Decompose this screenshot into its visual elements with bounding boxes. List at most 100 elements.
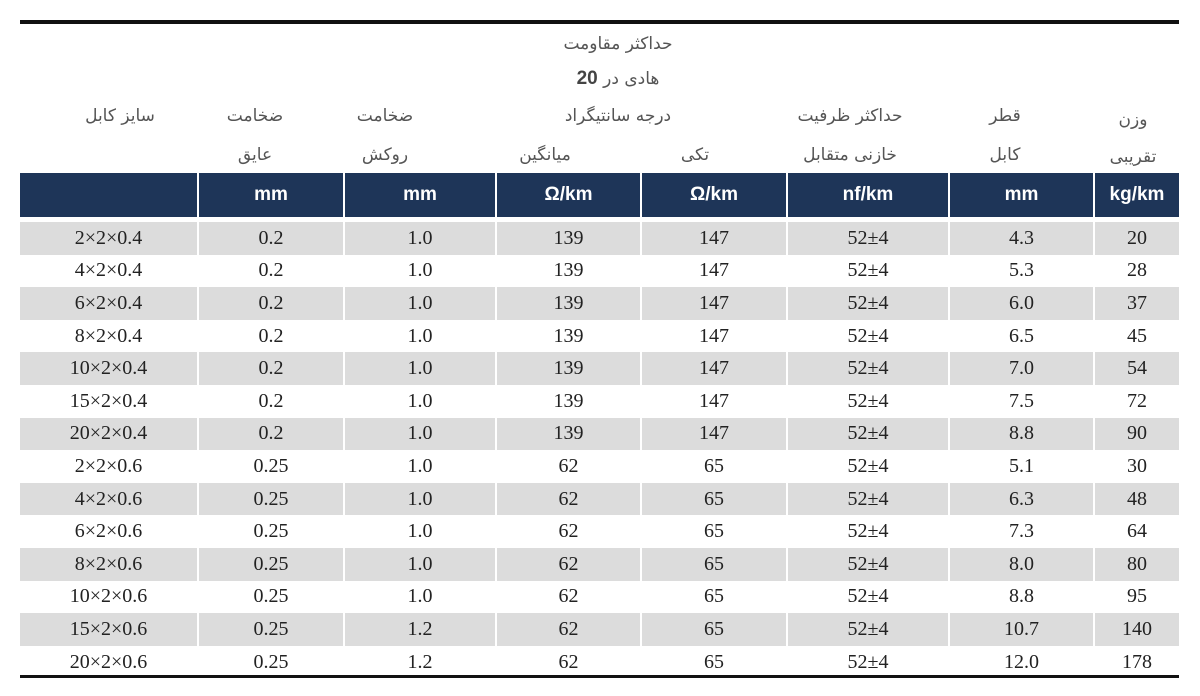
cell-resistance-avg: 139: [495, 254, 640, 288]
cell-size: 10×2×0.4: [20, 352, 197, 385]
cell-insulation: 0.25: [197, 515, 343, 548]
cell-capacitance: 52±4: [786, 645, 948, 679]
cell-insulation: 0.25: [197, 580, 343, 614]
unit-size: [20, 173, 197, 217]
header-sheath-line1: ضخامت: [356, 106, 414, 126]
cell-size: 20×2×0.6: [69, 650, 148, 673]
header-single: تکی: [680, 145, 710, 165]
cell-capacitance: 52±4: [786, 547, 948, 581]
cell-insulation: 0.2: [197, 417, 343, 451]
cell-diameter: 5.3: [948, 254, 1093, 288]
table-row: 10×2×0.6 0.25 1.0 62 65 52±4 8.8 95: [20, 580, 1179, 614]
cell-resistance-single: 65: [640, 613, 786, 646]
cell-resistance-single: 65: [640, 547, 786, 581]
cell-weight: 45: [1093, 319, 1179, 353]
cell-weight: 28: [1093, 254, 1179, 288]
cell-insulation: 0.2: [197, 254, 343, 288]
cell-insulation: 0.2: [197, 384, 343, 418]
cell-resistance-single: 147: [640, 319, 786, 353]
cell-diameter: 10.7: [948, 613, 1093, 646]
cell-capacitance: 52±4: [786, 450, 948, 483]
cell-size: 20×2×0.4: [20, 417, 197, 451]
cell-insulation: 0.25: [197, 450, 343, 483]
cell-diameter: 7.0: [948, 352, 1093, 385]
cell-capacitance: 52±4: [786, 580, 948, 614]
cell-resistance-avg: 62: [495, 515, 640, 548]
table-row: 4×2×0.4 0.2 1.0 139 147 52±4 5.3 28: [20, 254, 1179, 288]
cell-capacitance: 52±4: [786, 352, 948, 385]
table-row: 8×2×0.4 0.2 1.0 139 147 52±4 6.5 45: [20, 319, 1179, 353]
cell-capacitance: 52±4: [786, 222, 948, 255]
cell-weight: 37: [1093, 287, 1179, 320]
cell-insulation: 0.2: [197, 222, 343, 255]
cell-resistance-single: 147: [640, 352, 786, 385]
cell-resistance-single: 65: [640, 580, 786, 614]
units-bar: mm mm Ω/km Ω/km nf/km mm kg/km: [20, 173, 1179, 217]
cell-resistance-avg: 139: [495, 352, 640, 385]
cell-diameter: 4.3: [948, 222, 1093, 255]
header-insulation-line1: ضخامت: [226, 106, 284, 126]
cell-capacitance: 52±4: [786, 319, 948, 353]
cell-size: 6×2×0.4: [20, 287, 197, 320]
unit-resistance-avg: Ω/km: [495, 173, 640, 217]
cell-insulation: 0.2: [197, 287, 343, 320]
unit-resistance-single: Ω/km: [640, 173, 786, 217]
cell-sheath: 1.0: [343, 352, 495, 385]
cell-weight: 54: [1093, 352, 1179, 385]
table-row: 10×2×0.4 0.2 1.0 139 147 52±4 7.0 54: [20, 352, 1179, 385]
table-row: 20×2×0.4 0.2 1.0 139 147 52±4 8.8 90: [20, 417, 1179, 451]
unit-diameter: mm: [948, 173, 1093, 217]
header-average: میانگین: [519, 145, 571, 165]
cell-weight: 95: [1093, 580, 1179, 614]
cell-sheath: 1.2: [343, 613, 495, 646]
cell-sheath: 1.0: [343, 319, 495, 353]
header-diameter-line1: قطر: [989, 106, 1021, 126]
table-row: 2×2×0.6 0.25 1.0 62 65 52±4 5.1 30: [20, 450, 1179, 483]
cell-capacitance: 52±4: [786, 254, 948, 288]
cell-resistance-single: 147: [640, 384, 786, 418]
header-size: سایز کابل: [85, 106, 155, 126]
cell-sheath: 1.0: [343, 222, 495, 255]
cell-diameter: 7.5: [948, 384, 1093, 418]
cell-capacitance: 52±4: [786, 613, 948, 646]
top-rule: [20, 20, 1179, 24]
cell-sheath: 1.0: [343, 287, 495, 320]
unit-sheath: mm: [343, 173, 495, 217]
header-resistance-line1: حداکثر مقاومت: [563, 34, 673, 54]
header-resistance-line2-text: هادی در: [603, 69, 660, 89]
cell-capacitance: 52±4: [786, 515, 948, 548]
cell-resistance-avg: 62: [495, 450, 640, 483]
header-sheath-line2: روکش: [361, 145, 409, 165]
table-row: 4×2×0.6 0.25 1.0 62 65 52±4 6.3 48: [20, 482, 1179, 516]
cell-sheath: 1.2: [343, 645, 495, 679]
cell-resistance-avg: 62: [495, 580, 640, 614]
table-row: 15×2×0.6 0.25 1.2 62 65 52±4 10.7 140: [20, 613, 1179, 646]
cell-sheath: 1.0: [343, 482, 495, 516]
cell-size: 8×2×0.4: [74, 324, 143, 347]
table-row: 6×2×0.6 0.25 1.0 62 65 52±4 7.3 64: [20, 515, 1179, 548]
cell-sheath: 1.0: [343, 384, 495, 418]
header-resistance-temp: 20: [576, 68, 598, 89]
cell-resistance-avg: 62: [495, 645, 640, 679]
cell-weight: 64: [1093, 515, 1179, 548]
cell-resistance-single: 65: [640, 450, 786, 483]
cell-weight: 30: [1093, 450, 1179, 483]
header-insulation-line2: عایق: [237, 145, 273, 165]
cell-sheath: 1.0: [343, 580, 495, 614]
header-weight-line2: تقریبی: [1109, 147, 1157, 167]
cell-size: 4×2×0.4: [74, 259, 143, 282]
cell-resistance-single: 65: [640, 482, 786, 516]
cell-capacitance: 52±4: [786, 417, 948, 451]
cell-size: 8×2×0.6: [20, 547, 197, 581]
cell-size: 2×2×0.4: [20, 222, 197, 255]
cell-resistance-avg: 62: [495, 613, 640, 646]
cell-insulation: 0.25: [197, 547, 343, 581]
cell-size: 10×2×0.6: [69, 585, 148, 608]
cell-sheath: 1.0: [343, 417, 495, 451]
cell-resistance-avg: 62: [495, 547, 640, 581]
cell-sheath: 1.0: [343, 450, 495, 483]
cell-resistance-single: 147: [640, 417, 786, 451]
cell-resistance-single: 147: [640, 254, 786, 288]
cell-insulation: 0.25: [197, 613, 343, 646]
cell-diameter: 7.3: [948, 515, 1093, 548]
